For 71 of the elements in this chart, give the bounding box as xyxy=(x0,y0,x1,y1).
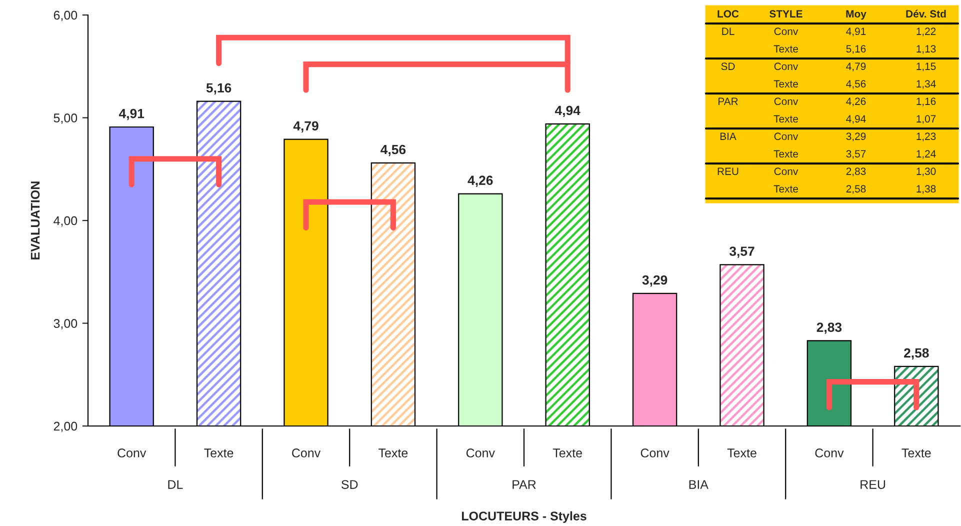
annotation: 1,07 xyxy=(916,115,936,124)
x-axis-title: LOCUTEURS - Styles xyxy=(462,511,586,523)
annotation: PAR xyxy=(718,98,738,105)
text: 3,29 xyxy=(846,132,866,142)
annotation: 1,24 xyxy=(916,150,936,159)
data-label: 3,29 xyxy=(642,275,668,287)
text: PAR xyxy=(512,480,536,489)
text: 2,58 xyxy=(846,185,866,194)
data-label: 4,94 xyxy=(554,106,580,118)
x-tick-label: Conv xyxy=(292,448,321,458)
x-tick-label: Conv xyxy=(118,448,146,458)
data-label: 2,58 xyxy=(904,348,929,360)
x-tick-label: Conv xyxy=(640,448,670,458)
x-tick-label: Conv xyxy=(466,448,495,458)
data-label: 2,83 xyxy=(816,322,842,334)
annotation: 1,38 xyxy=(916,185,936,194)
category-label: Texte xyxy=(774,80,798,88)
y-tick-label: 2,00 xyxy=(54,422,78,432)
annotation: 1,13 xyxy=(916,45,936,54)
data-label: 5,16 xyxy=(206,83,232,94)
annotation: 1,23 xyxy=(916,132,936,142)
annotation: 1,16 xyxy=(916,98,936,106)
data-label: 4,79 xyxy=(293,121,318,132)
text: BIA xyxy=(689,480,708,489)
text: 2,83 xyxy=(846,168,866,176)
text: SD xyxy=(341,480,358,489)
text: 5,16 xyxy=(846,45,866,54)
x-tick-label: Texte xyxy=(902,448,931,458)
text: 4,26 xyxy=(846,98,866,106)
y-tick-label: 4,00 xyxy=(54,216,78,227)
annotation: REU xyxy=(718,168,738,176)
x-tick-label: Texte xyxy=(204,448,234,458)
text: 4,91 xyxy=(846,28,866,36)
annotation: SD xyxy=(721,62,735,70)
category-label: Texte xyxy=(774,150,798,158)
text: 4,79 xyxy=(846,62,866,72)
text: 4,56 xyxy=(846,80,866,89)
annotation: DL xyxy=(722,28,734,35)
y-axis-title: EVALUATION xyxy=(30,182,40,260)
category-label: Conv xyxy=(774,132,798,140)
x-tick-label: Conv xyxy=(815,448,844,458)
text: 3,57 xyxy=(846,150,866,159)
category-label: Texte xyxy=(774,185,798,193)
category-label: Texte xyxy=(774,45,798,53)
annotation: 1,15 xyxy=(916,62,936,72)
y-tick-label: 3,00 xyxy=(54,319,78,330)
data-label: 4,56 xyxy=(380,144,406,156)
category-label: Conv xyxy=(774,62,798,70)
category-label: Conv xyxy=(774,28,798,36)
annotation: 1,22 xyxy=(916,28,936,36)
text: 4,94 xyxy=(846,115,866,124)
data-label: 3,57 xyxy=(729,246,754,258)
text: REU xyxy=(860,480,886,489)
category-label: Conv xyxy=(774,168,798,176)
x-tick-label: Texte xyxy=(378,448,408,458)
data-label: 4,26 xyxy=(468,176,493,187)
annotation: Moy xyxy=(846,10,866,20)
data-label: 4,91 xyxy=(118,108,144,120)
y-tick-label: 5,00 xyxy=(54,114,78,124)
annotation: 1,30 xyxy=(916,168,936,176)
x-tick-label: Texte xyxy=(727,448,756,458)
x-tick-label: Texte xyxy=(552,448,582,458)
text: DL xyxy=(168,480,183,489)
annotation: 1,34 xyxy=(916,80,936,89)
annotation: STYLE xyxy=(770,10,802,18)
y-tick-label: 6,00 xyxy=(54,10,78,22)
category-label: Conv xyxy=(774,98,798,106)
annotation: Dév. Std xyxy=(906,10,946,18)
annotation: LOC xyxy=(718,10,739,18)
annotation: BIA xyxy=(720,132,736,140)
category-label: Texte xyxy=(774,115,798,123)
